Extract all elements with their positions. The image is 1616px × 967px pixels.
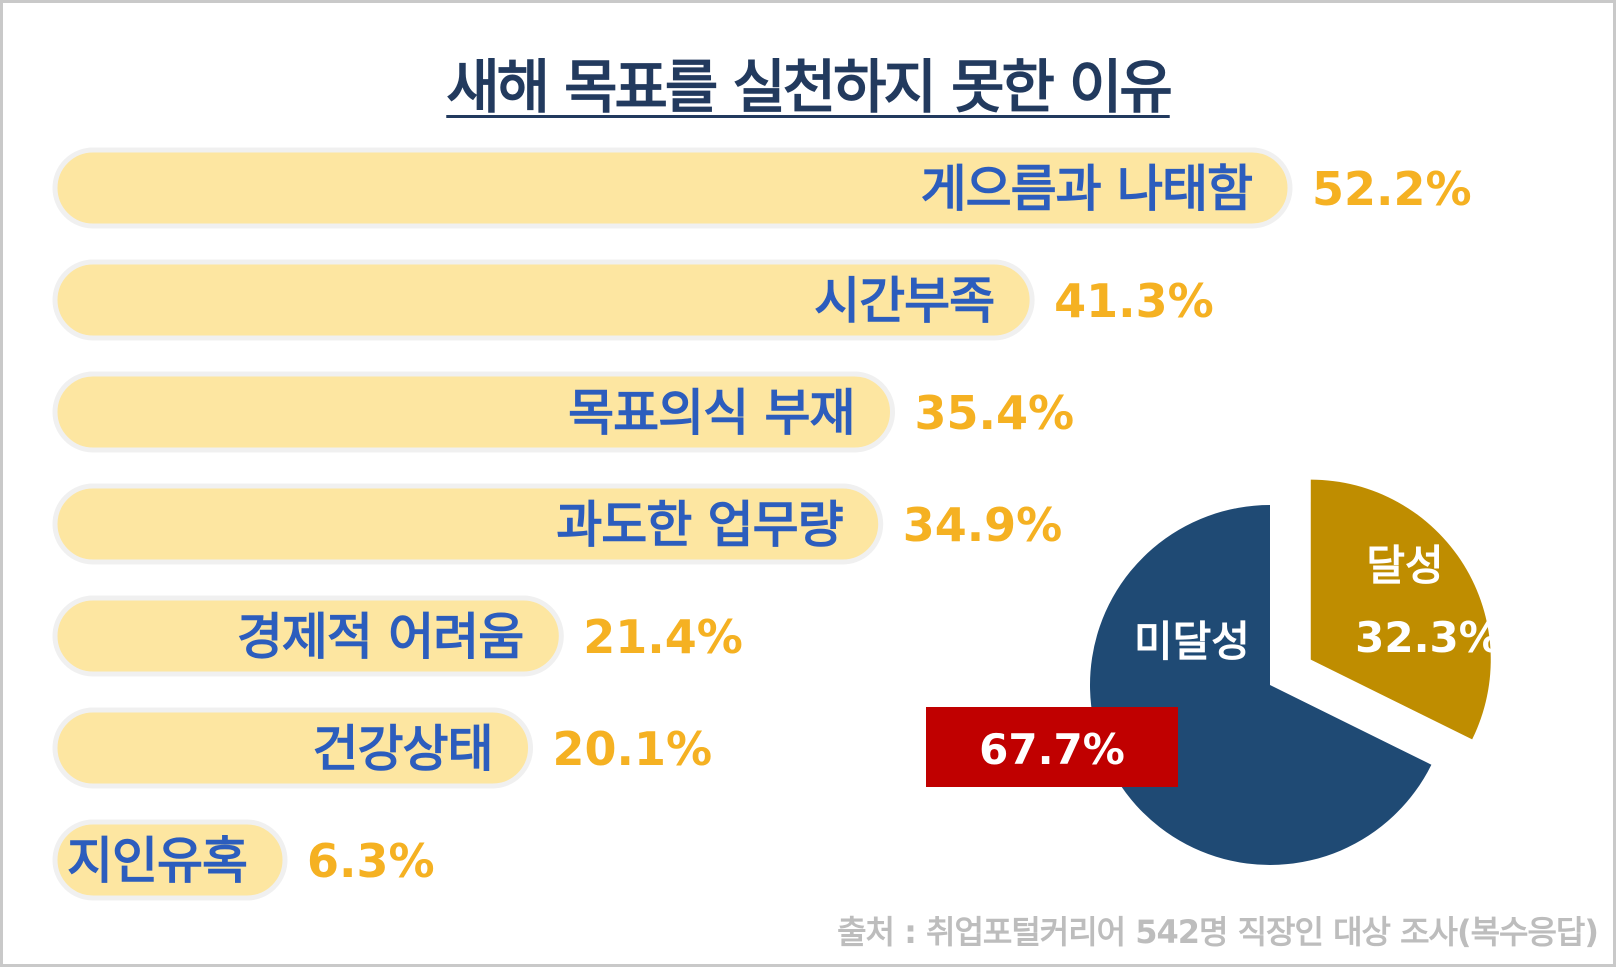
highlight-box xyxy=(926,707,1178,787)
bar-value-label: 52.2% xyxy=(1312,162,1472,216)
bar-label: 과도한 업무량 xyxy=(556,496,843,554)
bar-value-label: 21.4% xyxy=(583,610,743,664)
bar xyxy=(52,595,564,677)
bar-label: 목표의식 부재 xyxy=(568,384,854,442)
bar-value-label: 34.9% xyxy=(903,498,1063,552)
bar-value-label: 35.4% xyxy=(915,386,1075,440)
pie-slice-value-label: 32.3% xyxy=(1355,613,1501,662)
bar xyxy=(52,707,534,789)
bar-label: 시간부족 xyxy=(814,272,994,330)
bar-label: 건강상태 xyxy=(313,720,493,778)
chart-title-text: 새해 목표를 실천하지 못한 이유 xyxy=(446,53,1172,121)
bar-label: 경제적 어려움 xyxy=(237,608,523,666)
bar xyxy=(52,147,1293,229)
pie-slice-label: 달성 xyxy=(1366,541,1443,590)
pie-slice-value-label: 67.7% xyxy=(979,725,1125,774)
bar-value-label: 20.1% xyxy=(553,722,713,776)
pie-slice-label: 미달성 xyxy=(1134,617,1250,666)
bar-label: 게으름과 나태함 xyxy=(921,160,1253,218)
bar-label: 지인유혹 xyxy=(67,832,247,890)
bar xyxy=(52,259,1035,341)
bar-value-label: 6.3% xyxy=(307,834,435,888)
bar xyxy=(52,483,884,565)
chart-title: 새해 목표를 실천하지 못한 이유 xyxy=(0,40,1616,124)
bar xyxy=(52,371,896,453)
pie-slice xyxy=(1310,479,1491,740)
bar-value-label: 41.3% xyxy=(1054,274,1214,328)
bar xyxy=(52,819,288,901)
source-note: 출처 : 취업포털커리어 542명 직장인 대상 조사(복수응답) xyxy=(837,913,1599,951)
